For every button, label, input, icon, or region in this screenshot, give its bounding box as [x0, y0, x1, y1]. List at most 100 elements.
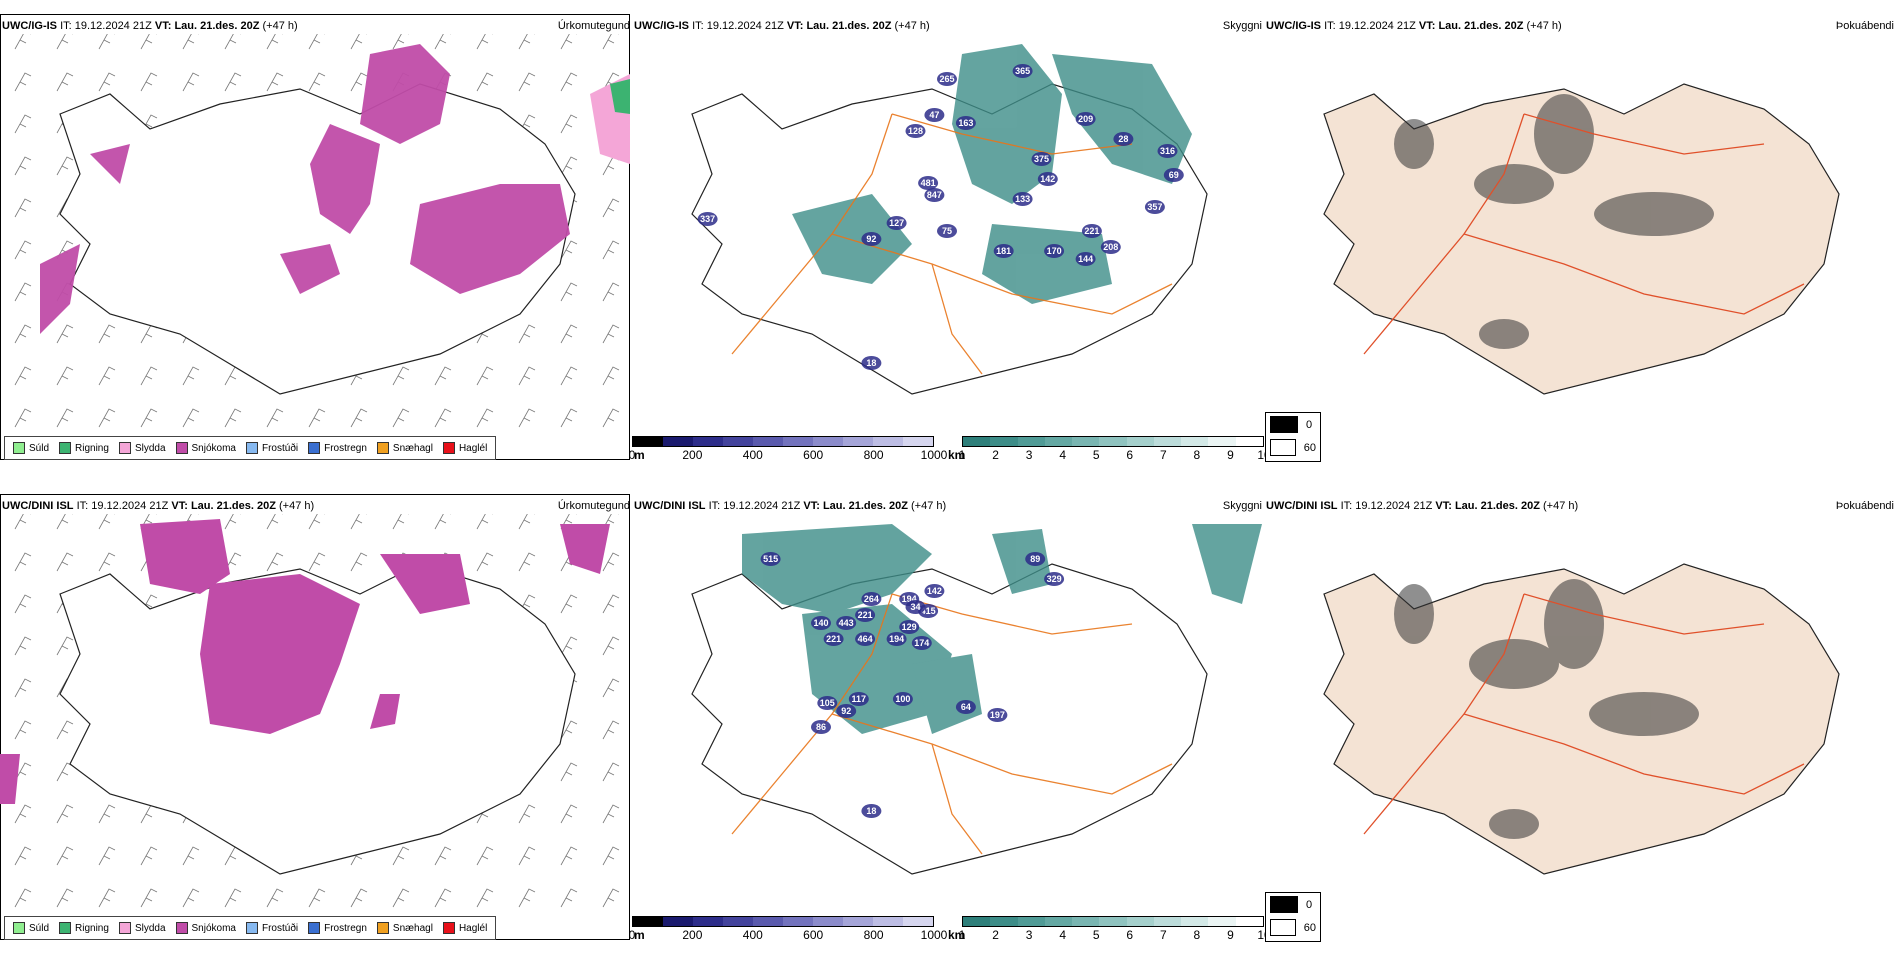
fog-legend-row-0: 0 [1266, 413, 1320, 436]
cloud-base-segment [843, 917, 873, 926]
cloud-base-value-label: 337 [700, 214, 715, 224]
low-cloud-patch [823, 632, 844, 646]
wind-barb [14, 636, 32, 656]
legend-swatch [1270, 439, 1296, 456]
wind-barb [434, 888, 452, 908]
wind-barb [602, 678, 620, 698]
low-cloud-patch [899, 620, 920, 634]
low-cloud-patch [924, 108, 945, 122]
wind-barb [518, 366, 536, 386]
wind-barb [518, 324, 536, 344]
wind-barb [224, 72, 242, 92]
visibility-segment [1235, 437, 1263, 446]
wind-barb [14, 514, 31, 530]
low-cloud-patch [924, 188, 945, 202]
wind-barb [14, 762, 32, 782]
wind-barb [602, 282, 620, 302]
precip-type-legend: Súld Rigning Slydda Snjókoma Frostúði Fr… [4, 916, 497, 940]
visibility-segment [1044, 917, 1073, 926]
cloud-base-value-label: 515 [763, 554, 778, 564]
low-cloud-patch [836, 616, 857, 630]
visibility-tick: 5 [1092, 448, 1100, 462]
cloud-base-value-label: 221 [858, 610, 873, 620]
visibility-segment [963, 917, 991, 926]
fog-legend-row-60: 60 [1266, 436, 1320, 459]
panel-title: Skyggni [1222, 20, 1262, 32]
cloud-base-value-label: 194 [889, 634, 904, 644]
legend-swatch [1270, 919, 1296, 936]
cloud-base-value-label: 174 [914, 638, 929, 648]
low-cloud-patch [1100, 240, 1121, 254]
wind-barb [56, 762, 74, 782]
legend-item-rain: Rigning [59, 922, 109, 934]
cloud-base-segment [633, 437, 663, 446]
wind-barb [14, 804, 32, 824]
low-cloud-patch [905, 124, 926, 138]
cloud-base-value-label: 142 [1040, 174, 1055, 184]
wind-barb [560, 114, 578, 134]
low-cloud-patch [886, 632, 907, 646]
fog-legend-row-60: 60 [1266, 916, 1320, 939]
wind-barb [434, 34, 451, 50]
wind-barb [392, 514, 409, 530]
roads [1363, 593, 1805, 835]
legend-item-rain: Rigning [59, 442, 109, 454]
wind-barb [56, 366, 74, 386]
visibility-tick: 1 [958, 448, 966, 462]
wind-barb [434, 408, 452, 428]
legend-swatch [59, 922, 72, 934]
visibility-segment [1181, 917, 1209, 926]
cloud-base-value-label: 329 [1047, 574, 1062, 584]
wind-barb [434, 514, 451, 530]
wind-barb [14, 198, 32, 218]
cloud-base-segment [633, 917, 663, 926]
cloud-base-tick: 200 [682, 928, 703, 942]
cloud-base-value-label: 265 [939, 74, 954, 84]
wind-barb [560, 366, 578, 386]
wind-barb [392, 846, 410, 866]
visibility-segment [1235, 917, 1263, 926]
wind-barb [560, 240, 578, 260]
cloud-base-value-label: 316 [1160, 146, 1175, 156]
legend-swatch [376, 442, 389, 454]
wind-barb [350, 888, 368, 908]
snowfall-area [0, 519, 610, 804]
wind-barb [14, 846, 32, 866]
cloud-base-value-label: 69 [1169, 170, 1179, 180]
low-cloud-patch [760, 552, 781, 566]
low-cloud-patch [861, 804, 882, 818]
cloud-base-value-label: 28 [1118, 134, 1128, 144]
wind-barb [602, 552, 620, 572]
wind-barb [266, 888, 284, 908]
legend-swatch [245, 922, 258, 934]
wind-barb [182, 846, 200, 866]
fog-legend-row-0: 0 [1266, 893, 1320, 916]
visibility-segment [1126, 437, 1154, 446]
wind-barb [14, 114, 32, 134]
wind-barb [266, 552, 284, 572]
wind-barb [392, 366, 410, 386]
wind-barb [182, 34, 199, 50]
panel-header: UWC/IG-IS IT: 19.12.2024 21Z VT: Lau. 21… [2, 20, 298, 32]
wind-barb [56, 636, 74, 656]
fog-index-shading [1394, 579, 1699, 839]
wind-barb [308, 514, 325, 530]
visibility-colorbar-fill [962, 436, 1264, 447]
wind-barb [224, 34, 241, 50]
low-cloud-patch [811, 720, 831, 734]
visibility-segment [1044, 437, 1073, 446]
cloud-base-segment [783, 437, 813, 446]
low-cloud-patch [1081, 224, 1102, 238]
visibility-segment [990, 917, 1018, 926]
cloud-base-segment [693, 917, 723, 926]
cloud-base-value-label: 170 [1047, 246, 1062, 256]
wind-barb [602, 408, 620, 428]
fog-index-panel-top: UWC/IG-IS IT: 19.12.2024 21Z VT: Lau. 21… [1264, 12, 1896, 482]
panel-header: UWC/DINI ISL IT: 19.12.2024 21Z VT: Lau.… [2, 500, 315, 512]
low-cloud-patch [955, 116, 976, 130]
visibility-tick: 2 [992, 448, 999, 462]
wind-barb [182, 366, 200, 386]
wind-barb [518, 514, 535, 530]
visibility-tick: 4 [1059, 448, 1066, 462]
wind-barb [56, 156, 74, 176]
